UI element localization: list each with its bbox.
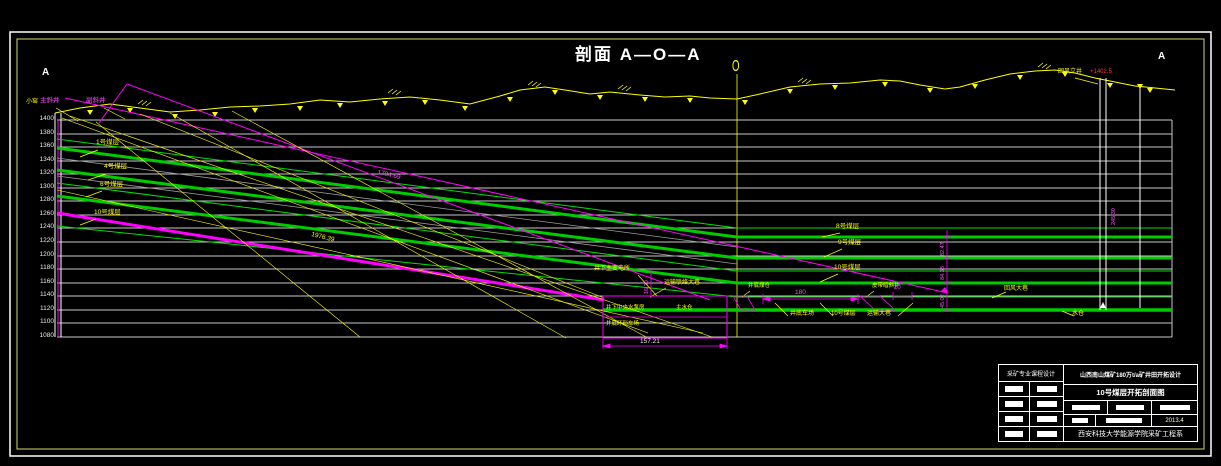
elevation-label: 1380 (39, 129, 54, 136)
title-block-date: 2013.4 (1151, 414, 1197, 426)
elevation-label: 1240 (39, 223, 54, 230)
title-block-course: 采矿专业课程设计 (1006, 371, 1055, 378)
return-air-shaft (1099, 78, 1143, 310)
pit-bottom-label: 井底车场 (790, 311, 815, 317)
elevation-label: 1100 (40, 318, 54, 325)
elevation-label: 1300 (39, 183, 54, 190)
title-block-department: 西安科技大学能源学院采矿工程系 (1063, 426, 1197, 441)
elevation-label: 1200 (39, 251, 54, 258)
dim-vert-box: 16.20 (644, 280, 650, 294)
section-marker-a-left: A (42, 67, 50, 78)
aux-incline-label: 副斜井 (86, 97, 106, 104)
return-shaft-elevation: +1402.5 (1090, 69, 1112, 75)
dimension-lines (601, 230, 951, 349)
xiaoyao-label: 小窑 (26, 99, 39, 105)
title-block-project: 山西南山煤矿180万t/a矿井田开拓设计 (1063, 365, 1197, 384)
sheet-outer-border (9, 31, 1212, 457)
pit-bottom-chambers (602, 295, 897, 339)
coal-seams-dipping (56, 138, 738, 298)
haulage-label: 运输大巷 (867, 311, 892, 317)
seam-label-left: 10号煤层 (94, 209, 121, 216)
elevation-label: 1360 (39, 142, 54, 149)
title-block: 采矿专业课程设计 山西南山煤矿180万t/a矿井田开拓设计 10号煤层开拓剖面图… (998, 364, 1198, 442)
elevation-label: 1160 (40, 278, 54, 285)
dim-yard: 180 (795, 289, 806, 296)
elevation-label: 1280 (39, 196, 54, 203)
elevation-label: 1120 (40, 305, 54, 312)
dim-v1: 82.47 (940, 242, 946, 256)
left-axis (54, 113, 62, 337)
elevation-label: 1140 (40, 291, 54, 298)
elevation-label: 1080 (39, 332, 54, 339)
elevation-label: 1320 (39, 169, 54, 176)
projection-lines (56, 110, 713, 339)
main-sump-label: 主水仓 (676, 305, 693, 311)
dim-small: 20 (894, 285, 901, 291)
dim-box-width: 157.21 (640, 338, 660, 345)
loop-yard-label: 井底环形车场 (606, 321, 640, 327)
elevation-label: 1180 (40, 264, 54, 271)
main-incline-label: 主斜井 (40, 97, 60, 104)
seam-label-right: 10号煤层 (834, 264, 861, 271)
transport-link-label: 运输联络大巷 (664, 280, 701, 286)
coal-bunker-label: 井底煤仓 (748, 283, 771, 289)
elevation-label: 1340 (39, 156, 54, 163)
return-airway-label: 回风大巷 (1004, 286, 1029, 292)
terrain-hatch-marks (137, 62, 1052, 107)
drawing-title: 剖面 A—O—A (575, 45, 702, 64)
terrain-benchmarks (87, 72, 1153, 119)
seam-label-left: 4号煤层 (104, 163, 128, 170)
seam-label-right: 8号煤层 (836, 223, 860, 230)
belt-incline-label: 皮带暗斜井 (872, 283, 900, 289)
dim-v3: 45.02 (940, 294, 946, 308)
dim-v2: 84.38 (940, 266, 946, 280)
seam-label-left: 6号煤层 (100, 181, 124, 188)
pump-room-label: 井下中央水泵房 (606, 305, 645, 311)
elevation-label: 1260 (39, 210, 54, 217)
dim-shaft-depth: 245.30 (1111, 208, 1117, 225)
elevation-label: 1400 (39, 115, 54, 122)
terrain-line (54, 69, 1176, 114)
section-marker-a-right: A (1158, 51, 1166, 62)
return-shaft-label: 回风立井 (1058, 69, 1083, 75)
seam10-level-label: 10号煤层 (831, 311, 856, 317)
sheet-inner-border (16, 38, 1205, 450)
inclined-shafts (56, 83, 949, 302)
sump-label: 水仓 (1072, 311, 1085, 317)
seam-label-right: 9号煤层 (838, 239, 862, 246)
origin-marker: O (732, 56, 740, 75)
substation-label: 井下主变电所 (594, 266, 631, 272)
seam-label-left: 1号煤层 (96, 139, 120, 146)
title-block-drawing-name: 10号煤层开拓剖面图 (1063, 384, 1197, 400)
elevation-label: 1220 (39, 237, 54, 244)
